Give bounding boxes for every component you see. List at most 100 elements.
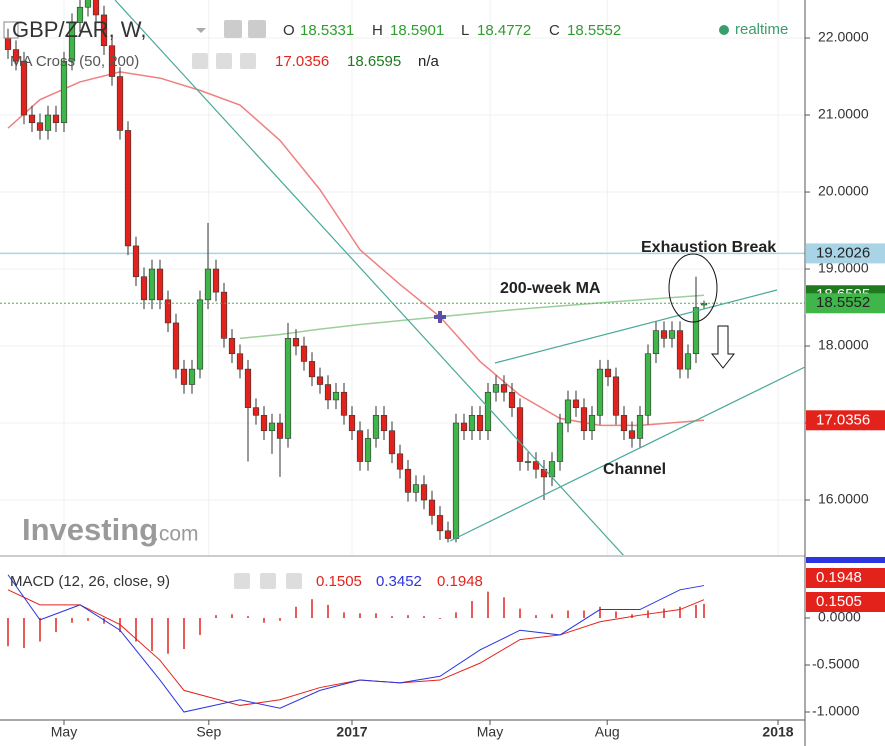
candle-body bbox=[692, 307, 700, 355]
candle-body bbox=[36, 122, 44, 131]
watermark: Investing bbox=[22, 512, 158, 547]
macd-value: 0.1948 bbox=[437, 573, 483, 590]
indicator-title: MA Cross (50, 200) bbox=[10, 53, 139, 70]
trend-line bbox=[114, 0, 624, 555]
candle-body bbox=[652, 330, 660, 355]
ohlc-key: C bbox=[549, 22, 560, 39]
candle-body bbox=[156, 268, 164, 301]
icon-eye[interactable] bbox=[224, 20, 242, 38]
candle-body bbox=[420, 484, 428, 501]
candle-body bbox=[516, 407, 524, 462]
annotation: 200-week MA bbox=[500, 280, 601, 297]
symbol-icon[interactable] bbox=[3, 21, 19, 39]
macd-value: 0.3452 bbox=[376, 573, 422, 590]
candle-body bbox=[332, 391, 340, 401]
axes: 16.000017.000018.000019.000020.000021.00… bbox=[51, 29, 885, 740]
indicator-value: n/a bbox=[418, 53, 440, 70]
candle-body bbox=[172, 322, 180, 370]
status: realtime bbox=[735, 21, 788, 38]
candle-body bbox=[260, 415, 268, 432]
candle-body bbox=[484, 391, 492, 432]
candle-body bbox=[228, 338, 236, 355]
candle-body bbox=[412, 484, 420, 493]
candle-body bbox=[372, 415, 380, 439]
candle-body bbox=[108, 45, 116, 77]
ohlc-value: 18.5901 bbox=[390, 22, 444, 39]
price-tag-label: 19.2026 bbox=[816, 244, 870, 261]
icon-eye[interactable] bbox=[234, 573, 250, 589]
candle-body bbox=[196, 299, 204, 370]
y-tick-label: 16.0000 bbox=[818, 491, 869, 507]
y-tick-label: 22.0000 bbox=[818, 29, 869, 45]
candle-body bbox=[92, 0, 100, 16]
candle-body bbox=[76, 6, 84, 23]
icon-settings[interactable] bbox=[248, 20, 266, 38]
candle-body bbox=[388, 430, 396, 455]
macd-tag-label: 0.3452 bbox=[816, 544, 862, 561]
candle-body bbox=[12, 49, 20, 62]
candle-body bbox=[524, 461, 532, 463]
channel-upper bbox=[494, 289, 778, 364]
candle-body bbox=[204, 268, 212, 301]
macd-tag bbox=[806, 568, 885, 588]
candle-body bbox=[284, 338, 292, 439]
icon-eye[interactable] bbox=[192, 53, 208, 69]
candle-body bbox=[52, 114, 60, 124]
icon-settings[interactable] bbox=[216, 53, 232, 69]
x-tick-label: Sep bbox=[196, 724, 221, 740]
candle-body bbox=[116, 76, 124, 131]
candle-body bbox=[276, 422, 284, 439]
candle-body bbox=[556, 422, 564, 462]
candle-body bbox=[84, 0, 92, 8]
macd-tag bbox=[806, 557, 885, 563]
candle-body bbox=[676, 330, 684, 370]
y-tick-label: 20.0000 bbox=[818, 183, 869, 199]
candle-body bbox=[300, 345, 308, 362]
moving-average bbox=[239, 294, 705, 340]
x-tick-label: May bbox=[477, 724, 503, 740]
price-pane bbox=[0, 0, 805, 555]
candle-body bbox=[404, 468, 412, 493]
y-tick-label: 0.0000 bbox=[818, 609, 861, 625]
candle-body bbox=[460, 422, 468, 432]
candle-body bbox=[268, 422, 276, 432]
price-tag-label: 17.0356 bbox=[816, 411, 870, 428]
candle-body bbox=[20, 60, 28, 116]
dropdown[interactable] bbox=[196, 28, 206, 33]
candle-body bbox=[324, 384, 332, 401]
candle-body bbox=[660, 330, 668, 339]
price-tag bbox=[806, 410, 885, 431]
price-tag-label: 18.5552 bbox=[816, 294, 870, 311]
candle-body bbox=[596, 368, 604, 416]
y-tick-label: 21.0000 bbox=[818, 106, 869, 122]
macd-tag-label: 0.1505 bbox=[816, 593, 862, 610]
candle-body bbox=[620, 415, 628, 432]
candle-body bbox=[628, 430, 636, 439]
y-tick-label: 19.0000 bbox=[818, 260, 869, 276]
macd-value: 0.1505 bbox=[316, 573, 362, 590]
watermark: .com bbox=[153, 523, 199, 546]
candle-body bbox=[164, 299, 172, 324]
candle-body bbox=[492, 384, 500, 393]
icon-close[interactable] bbox=[240, 53, 256, 69]
candle-body bbox=[468, 415, 476, 432]
candle-body bbox=[476, 415, 484, 432]
annotation: Exhaustion Break bbox=[641, 239, 776, 256]
candle-body bbox=[452, 422, 460, 539]
icon-close[interactable] bbox=[286, 573, 302, 589]
highlight-ellipse bbox=[668, 253, 718, 323]
candle-body bbox=[124, 130, 132, 247]
status-dot bbox=[719, 25, 729, 35]
candle-body bbox=[684, 353, 692, 370]
y-tick-label: 18.0000 bbox=[818, 337, 869, 353]
macd-tag bbox=[806, 592, 885, 612]
icon-settings[interactable] bbox=[260, 573, 276, 589]
candle-body bbox=[572, 399, 580, 408]
candle-body bbox=[428, 499, 436, 516]
candle-body bbox=[244, 368, 252, 408]
candle-body bbox=[668, 330, 676, 339]
candle-body bbox=[580, 407, 588, 432]
x-tick-label: 2017 bbox=[336, 724, 367, 740]
ohlc-value: 18.5331 bbox=[300, 22, 354, 39]
candle-body bbox=[292, 338, 300, 347]
